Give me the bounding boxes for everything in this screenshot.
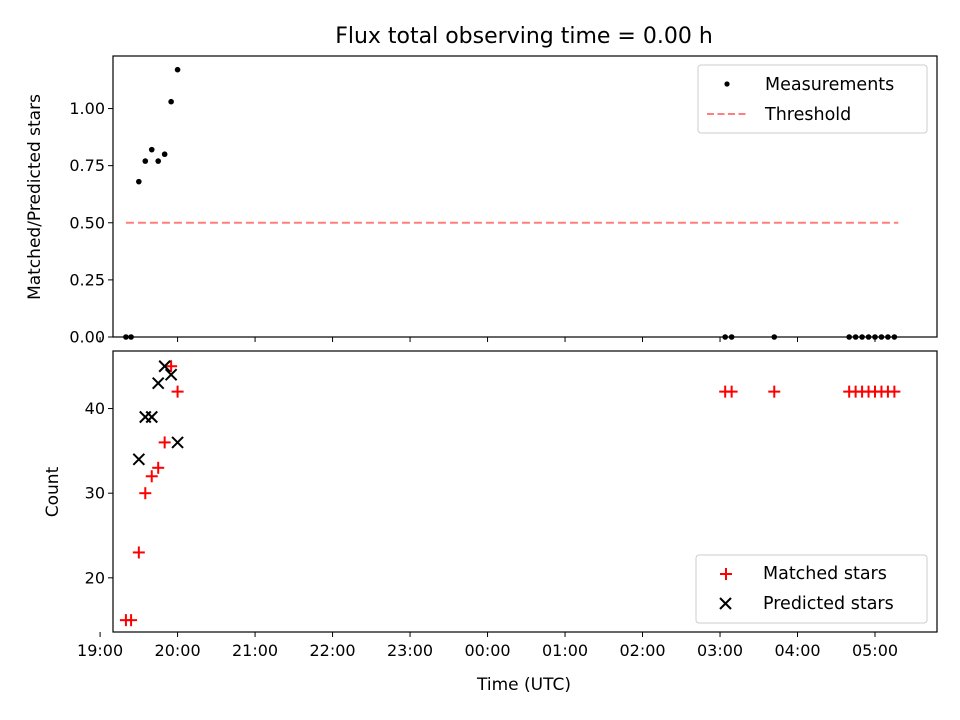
bottom-axes-frame <box>112 350 938 633</box>
measurement-point <box>722 334 728 340</box>
x-axis-label: Time (UTC) <box>476 675 571 695</box>
measurement-point <box>174 66 181 73</box>
x-tick-label: 04:00 <box>774 641 820 660</box>
bottom-y-axis-label: Count <box>43 466 63 517</box>
legend-measurements-marker <box>724 81 730 87</box>
measurement-point <box>168 98 174 105</box>
y-tick-label: 1.00 <box>69 99 105 118</box>
x-tick-label: 23:00 <box>387 641 433 660</box>
bottom-x-ticks: 19:00 20:00 21:00 22:00 23:00 00:00 01:00 02:00… <box>77 632 898 660</box>
legend-measurements-label: Measurements <box>765 75 894 95</box>
matched-stars-point <box>768 385 781 398</box>
top-axes: 0.00 0.25 0.50 0.75 1.00 Matched/Predicted s… <box>25 55 938 347</box>
measurement-point <box>142 158 149 164</box>
bottom-y-ticks: 20 30 40 <box>85 399 113 587</box>
measurement-point <box>846 334 852 340</box>
y-tick-label: 30 <box>85 484 105 503</box>
top-plot-marks <box>123 66 899 340</box>
matched-stars-point <box>139 487 152 500</box>
predicted-stars-point <box>151 376 165 390</box>
legend-threshold-label: Threshold <box>764 105 851 125</box>
predicted-stars-point <box>158 360 171 373</box>
predicted-stars-point <box>145 410 158 424</box>
matched-stars-point <box>125 614 138 627</box>
legend-matched-marker <box>720 568 732 580</box>
legend-predicted-marker <box>719 597 732 610</box>
x-tick-label: 22:00 <box>310 641 356 660</box>
y-tick-label: 40 <box>85 399 105 418</box>
matched-stars-point <box>725 385 738 398</box>
legend-predicted-label: Predicted stars <box>763 594 894 614</box>
measurement-point <box>728 334 735 340</box>
predicted-stars-point <box>132 453 146 466</box>
measurement-point <box>878 334 885 340</box>
measurement-point <box>872 334 878 340</box>
x-tick-label: 03:00 <box>697 641 743 660</box>
x-tick-label: 05:00 <box>852 641 898 660</box>
y-tick-label: 0.75 <box>69 156 105 175</box>
matched-stars-point <box>152 461 165 474</box>
measurement-point <box>136 178 142 185</box>
x-tick-label: 20:00 <box>155 641 201 660</box>
legend-matched-label: Matched stars <box>763 564 887 584</box>
bottom-legend-frame <box>695 554 928 624</box>
measurement-point <box>161 151 168 158</box>
measurement-point <box>155 158 162 164</box>
matched-stars-point <box>171 385 184 398</box>
measurement-point <box>128 334 134 340</box>
chart-title: Flux total observing time = 0.00 h <box>335 24 713 49</box>
matched-stars-point <box>158 436 171 449</box>
measurement-point <box>123 334 129 340</box>
measurement-point <box>771 334 778 340</box>
matched-stars-point <box>132 546 145 559</box>
bottom-legend: Matched stars Predicted stars <box>695 554 928 624</box>
measurement-point <box>885 334 891 340</box>
y-tick-label: 0.25 <box>69 270 105 289</box>
y-tick-label: 0.00 <box>69 328 105 347</box>
measurement-point <box>891 334 898 340</box>
top-y-axis-label: Matched/Predicted stars <box>25 94 45 300</box>
matched-stars-point <box>888 385 901 398</box>
matched-stars-point <box>145 470 158 483</box>
predicted-stars-point <box>171 436 184 449</box>
top-axes-frame <box>112 55 938 338</box>
measurement-point <box>148 146 155 153</box>
x-tick-label: 21:00 <box>232 641 278 660</box>
y-tick-label: 20 <box>85 568 105 587</box>
x-tick-label: 02:00 <box>619 641 665 660</box>
top-x-ticks <box>99 337 876 342</box>
measurement-point <box>859 334 865 340</box>
x-tick-label: 01:00 <box>542 641 588 660</box>
top-y-ticks: 0.00 0.25 0.50 0.75 1.00 <box>69 99 113 347</box>
predicted-stars-point <box>164 368 178 381</box>
measurement-point <box>865 334 872 340</box>
y-tick-label: 0.50 <box>69 213 105 232</box>
top-legend-frame <box>697 64 928 134</box>
bottom-axes: 20 30 40 19:00 20:00 21:00 22:00 23:00 00:00 01:… <box>43 350 938 695</box>
bottom-plot-marks <box>119 360 901 627</box>
x-tick-label: 00:00 <box>464 641 510 660</box>
matched-stars-point <box>165 360 178 373</box>
top-legend: Measurements Threshold <box>697 64 928 134</box>
measurement-point <box>852 334 859 340</box>
x-tick-label: 19:00 <box>77 641 123 660</box>
